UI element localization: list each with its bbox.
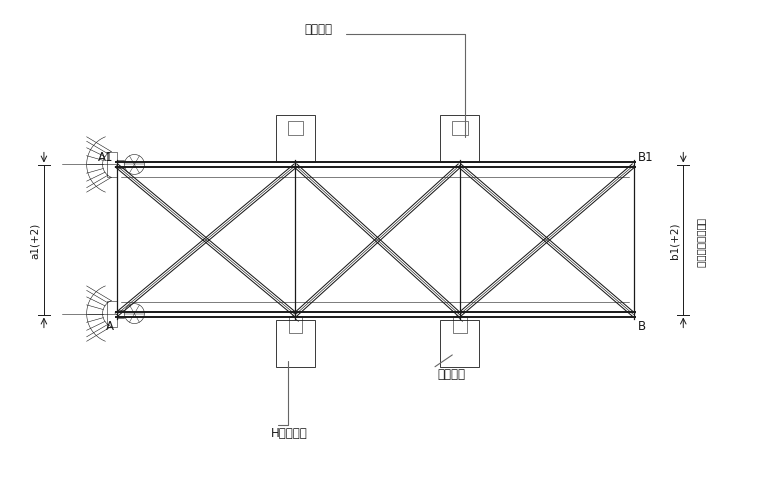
- Bar: [287, 122, 303, 135]
- Bar: [276, 320, 315, 367]
- Bar: [439, 320, 480, 367]
- Bar: [439, 116, 480, 163]
- Text: B: B: [638, 319, 646, 332]
- Text: a1(+2): a1(+2): [30, 223, 40, 259]
- Bar: [276, 116, 315, 163]
- Text: B1: B1: [638, 151, 653, 163]
- Bar: [106, 152, 116, 178]
- Bar: [451, 122, 467, 135]
- Bar: [289, 316, 302, 334]
- Bar: [453, 316, 467, 334]
- Text: H型钒垫件: H型钒垫件: [271, 427, 307, 440]
- Text: b1(+2): b1(+2): [670, 223, 679, 259]
- Text: 固定挡块: 固定挡块: [304, 22, 332, 36]
- Bar: [106, 301, 116, 327]
- Text: 保证钉筋中心距离: 保证钉筋中心距离: [696, 218, 706, 267]
- Text: A: A: [106, 319, 113, 332]
- Text: 固定概子: 固定概子: [438, 367, 466, 380]
- Text: A1: A1: [98, 151, 113, 163]
